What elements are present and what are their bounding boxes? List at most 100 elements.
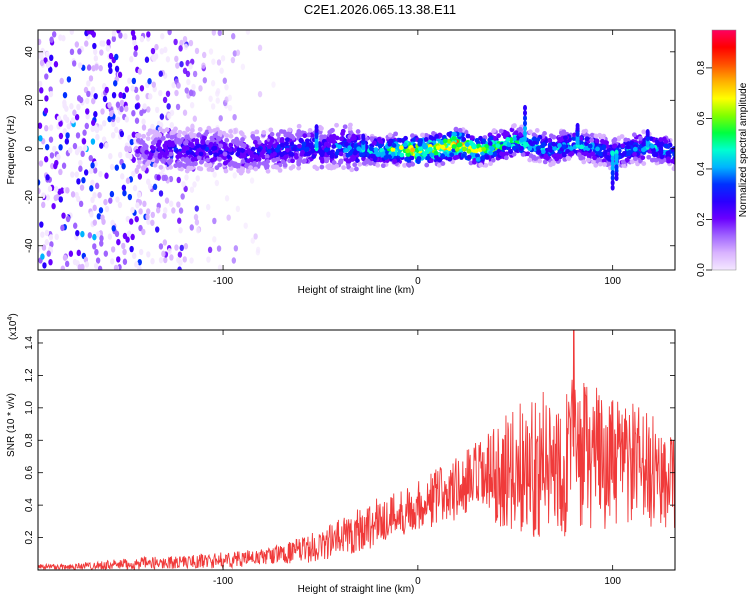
noise-speckle [179, 39, 184, 47]
ridge-point [633, 156, 638, 162]
spike-point [614, 175, 619, 182]
noise-speckle [178, 227, 183, 234]
ridge-point [329, 153, 335, 159]
noise-speckle [114, 65, 120, 73]
ridge-point [296, 128, 302, 134]
ridge-point [311, 154, 317, 159]
noise-speckle [146, 251, 151, 258]
ridge-point [612, 143, 618, 149]
ridge-point [371, 140, 377, 146]
ridge-point [488, 161, 493, 167]
spectrogram-panel: -100 0 100 -40 -20 0 20 40 Height of straight … [6, 29, 676, 296]
noise-speckle [107, 233, 113, 240]
noise-speckle [124, 116, 129, 123]
ridge-point [222, 151, 228, 157]
spectrogram-frame [37, 29, 676, 271]
noise-speckle [127, 193, 133, 201]
ridge-point [296, 165, 302, 171]
noise-speckle [77, 62, 83, 69]
ridge-point [201, 135, 207, 141]
noise-speckle [46, 250, 51, 257]
noise-speckle [85, 108, 90, 115]
ridge-point [221, 130, 227, 136]
noise-speckle [71, 60, 77, 67]
ridge-point [405, 152, 411, 157]
noise-speckle [163, 46, 168, 54]
ridge-point [528, 139, 533, 145]
spike-point [610, 170, 615, 177]
ridge-point [501, 145, 507, 151]
noise-speckle [97, 265, 103, 270]
noise-speckle [49, 241, 54, 248]
ridge-point [283, 154, 289, 160]
noise-speckle [47, 185, 53, 193]
ridge-point [369, 146, 374, 152]
ridge-point [250, 146, 256, 152]
ridge-point [576, 152, 582, 158]
noise-speckle [167, 248, 172, 255]
ridge-point [671, 166, 675, 172]
noise-speckle [93, 92, 98, 100]
noise-speckle [105, 45, 111, 52]
x-tick-label: -100 [213, 276, 233, 287]
spectrogram-marks [38, 30, 675, 270]
noise-speckle [136, 191, 142, 199]
noise-speckle [192, 115, 197, 122]
noise-speckle [111, 91, 117, 99]
noise-speckle [38, 246, 41, 253]
noise-speckle [129, 138, 134, 146]
ridge-point [224, 146, 229, 151]
noise-speckle [94, 63, 99, 71]
noise-speckle [46, 61, 51, 69]
ridge-point [511, 145, 517, 151]
ridge-point [578, 155, 584, 161]
ridge-point [207, 150, 213, 156]
ridge-point [590, 151, 596, 157]
ridge-point [198, 159, 204, 165]
ridge-point [146, 131, 151, 137]
noise-speckle [147, 78, 152, 85]
ridge-point [658, 137, 664, 142]
ridge-point [399, 152, 405, 158]
ridge-point [502, 141, 508, 147]
noise-speckle [186, 78, 191, 86]
noise-speckle [75, 229, 80, 237]
noise-speckle [188, 63, 193, 70]
ridge-point [217, 156, 222, 162]
ridge-point [648, 136, 654, 142]
noise-speckle [53, 61, 59, 68]
ridge-point [581, 159, 587, 165]
ridge-point [601, 145, 607, 151]
ridge-point [428, 135, 434, 140]
noise-speckle [44, 95, 49, 102]
ridge-point [168, 164, 174, 170]
ridge-point [379, 147, 384, 153]
noise-speckle [193, 213, 199, 221]
noise-speckle [233, 245, 239, 252]
ridge-point [625, 141, 631, 146]
noise-speckle [82, 129, 87, 136]
ridge-point [203, 132, 209, 137]
noise-speckle [98, 124, 103, 131]
noise-speckle [86, 30, 91, 35]
ridge-point [290, 158, 295, 164]
ridge-point [616, 135, 622, 141]
noise-speckle [76, 178, 81, 185]
noise-speckle [66, 76, 72, 83]
ridge-point [249, 153, 255, 159]
noise-speckle [103, 250, 109, 257]
noise-speckle [162, 239, 168, 246]
ridge-point [354, 166, 359, 172]
noise-speckle [152, 183, 158, 191]
ridge-point [272, 143, 278, 149]
ridge-point [173, 126, 178, 132]
ridge-point [569, 151, 575, 156]
ridge-point [541, 142, 546, 148]
ridge-point [189, 127, 195, 133]
noise-speckle [91, 97, 96, 105]
ridge-point [410, 147, 415, 153]
ridge-point [292, 146, 297, 152]
noise-speckle [41, 201, 46, 209]
noise-speckle [101, 40, 106, 47]
ridge-point [187, 141, 193, 147]
